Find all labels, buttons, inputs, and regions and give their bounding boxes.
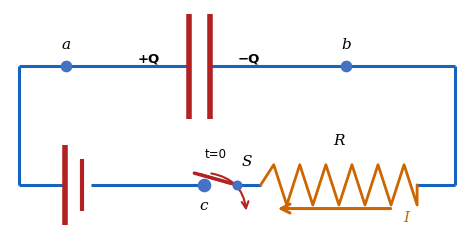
Text: t=0: t=0: [205, 148, 227, 161]
Text: −Q: −Q: [238, 53, 260, 66]
Text: I: I: [403, 211, 409, 225]
Point: [233, 183, 241, 187]
Point: [200, 183, 208, 187]
Text: +Q: +Q: [138, 53, 160, 66]
Point: [63, 64, 70, 68]
Text: c: c: [200, 199, 208, 213]
Text: R: R: [333, 134, 345, 148]
Text: a: a: [62, 38, 71, 52]
Text: b: b: [341, 38, 351, 52]
Point: [342, 64, 350, 68]
Text: S: S: [242, 155, 252, 169]
